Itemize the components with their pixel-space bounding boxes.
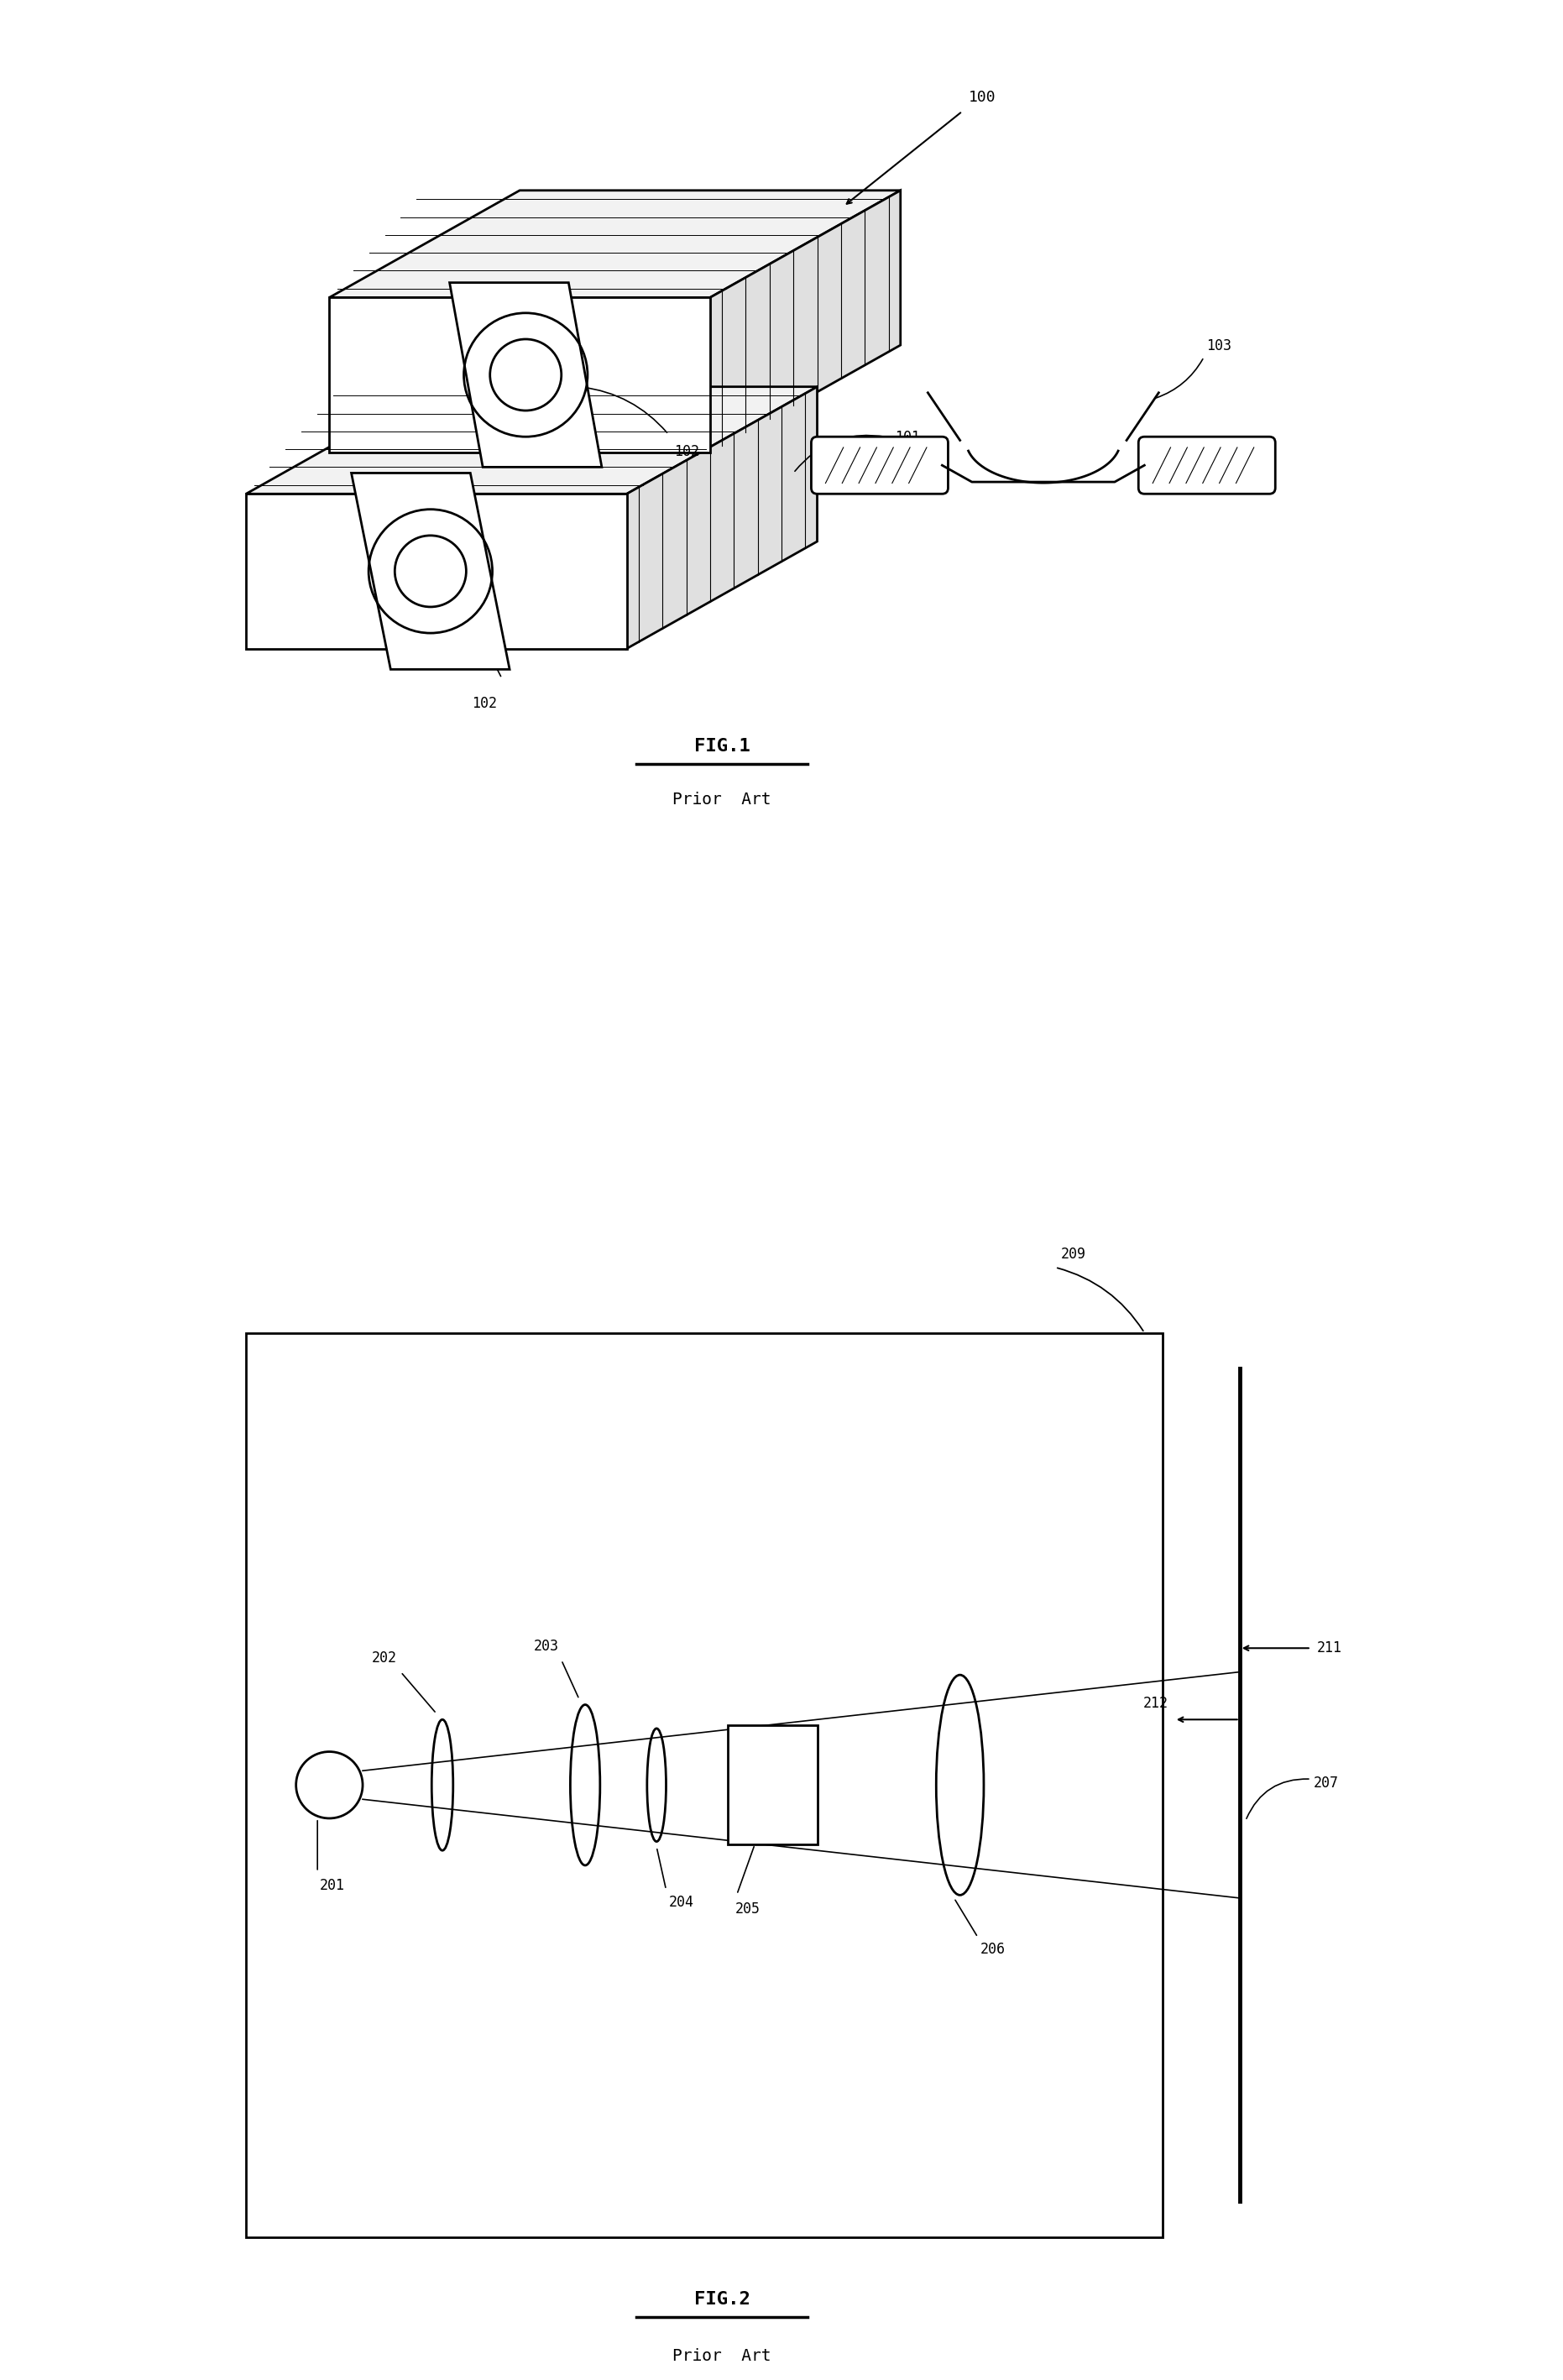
Polygon shape — [330, 190, 900, 298]
Polygon shape — [352, 474, 510, 669]
Polygon shape — [450, 283, 602, 466]
Polygon shape — [245, 493, 627, 647]
FancyBboxPatch shape — [811, 436, 949, 493]
Text: 211: 211 — [1318, 1640, 1343, 1656]
Text: 207: 207 — [1313, 1775, 1338, 1790]
Text: 103: 103 — [1207, 338, 1232, 352]
Polygon shape — [627, 386, 817, 647]
FancyBboxPatch shape — [1138, 436, 1275, 493]
Text: 204: 204 — [669, 1894, 694, 1909]
Bar — [245, 1333, 1163, 2237]
Text: Prior  Art: Prior Art — [672, 2347, 771, 2363]
Text: 202: 202 — [372, 1652, 397, 1666]
Text: 206: 206 — [980, 1942, 1005, 1956]
Text: 201: 201 — [320, 1878, 345, 1892]
Polygon shape — [710, 190, 900, 452]
Text: 203: 203 — [535, 1640, 560, 1654]
Text: 212: 212 — [1143, 1697, 1168, 1711]
Text: 102: 102 — [674, 443, 700, 459]
Text: Prior  Art: Prior Art — [672, 790, 771, 807]
Text: 205: 205 — [735, 1902, 760, 1916]
Text: FIG.2: FIG.2 — [694, 2290, 750, 2309]
Bar — [728, 1726, 817, 1844]
Text: 101: 101 — [894, 431, 919, 445]
Text: 102: 102 — [472, 695, 497, 712]
Text: 100: 100 — [969, 90, 996, 105]
Polygon shape — [245, 386, 817, 493]
Circle shape — [295, 1752, 363, 1818]
Text: FIG.1: FIG.1 — [694, 738, 750, 754]
Text: 209: 209 — [1061, 1247, 1086, 1261]
Polygon shape — [330, 298, 710, 452]
